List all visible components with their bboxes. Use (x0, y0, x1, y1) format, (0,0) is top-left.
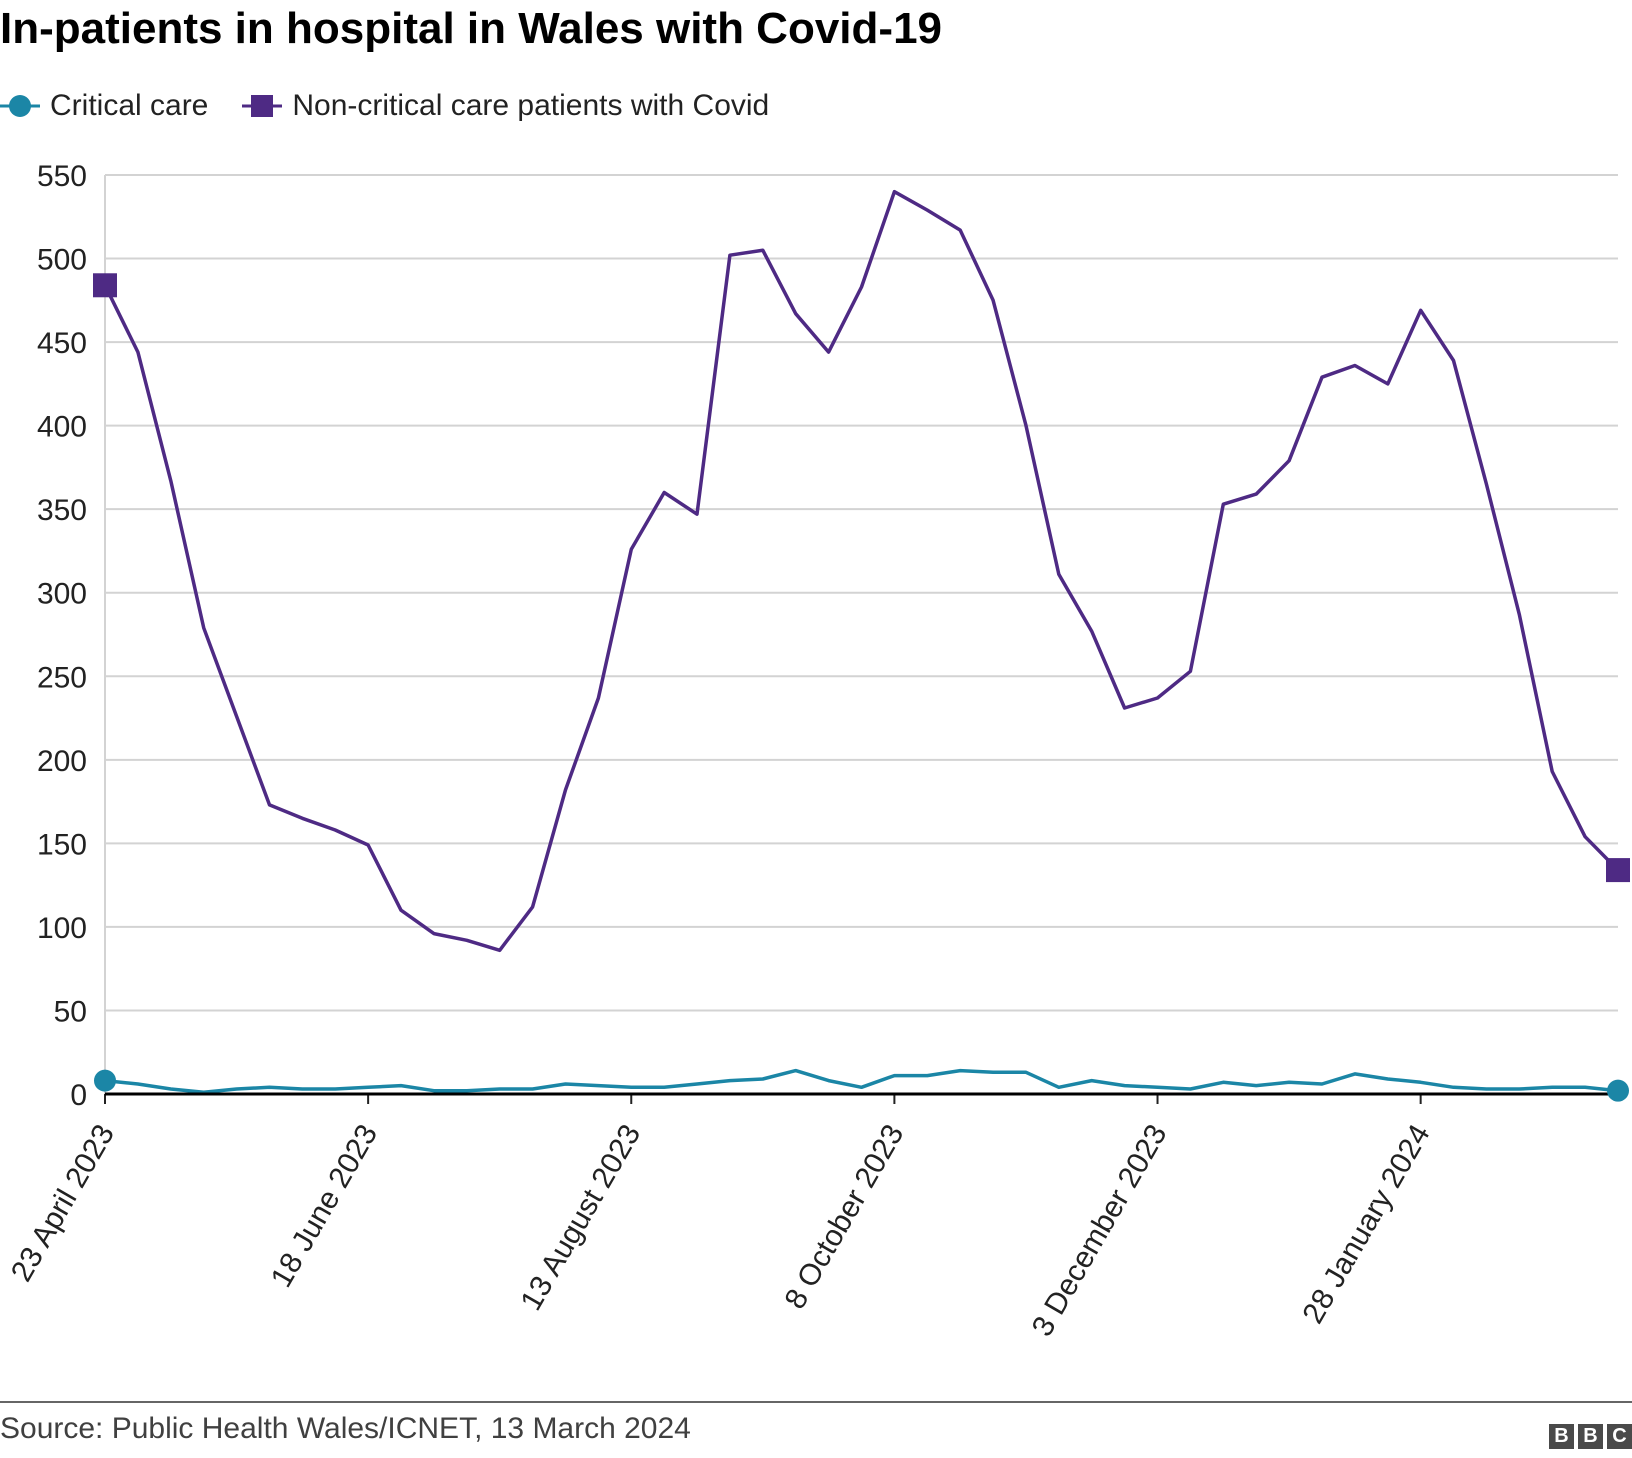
legend-label-critical-care: Critical care (50, 89, 209, 122)
y-tick-label: 50 (54, 995, 87, 1028)
logo-letter: B (1578, 1424, 1603, 1449)
y-tick-label: 300 (37, 578, 87, 611)
non-critical-care-endpoint-marker (1606, 858, 1630, 883)
y-tick-label: 200 (37, 745, 87, 778)
x-tick-label: 8 October 2023 (778, 1119, 910, 1315)
logo-letter: B (1549, 1424, 1574, 1449)
y-tick-label: 250 (37, 661, 87, 694)
legend-item-critical-care: Critical care (0, 89, 208, 123)
y-tick-label: 0 (70, 1079, 87, 1112)
x-tick-label: 13 August 2023 (514, 1119, 647, 1316)
y-tick-label: 550 (37, 160, 87, 193)
y-tick-label: 400 (37, 411, 87, 444)
circle-marker-icon (0, 95, 40, 117)
critical-care-endpoint-marker (94, 1069, 116, 1092)
y-tick-label: 350 (37, 494, 87, 527)
critical-care-line (103, 1068, 1620, 1095)
line-chart: 0 50 100 150 200 250 300 350 400 450 500 550 23 Apri… (5, 160, 1630, 1342)
y-tick-label: 100 (37, 912, 87, 945)
square-marker-icon (242, 95, 283, 117)
non-critical-care-endpoint-marker (93, 273, 117, 298)
legend-label-non-critical-care: Non-critical care patients with Covid (292, 89, 770, 122)
source-note: Source: Public Health Wales/ICNET, 13 Ma… (0, 1412, 691, 1445)
footer-divider (0, 1401, 1632, 1403)
bbc-logo: B B C (1545, 1424, 1632, 1449)
logo-letter: C (1607, 1424, 1632, 1449)
y-tick-label: 450 (37, 327, 87, 360)
x-tick-label: 28 January 2024 (1296, 1119, 1436, 1329)
y-tick-label: 500 (37, 244, 87, 277)
chart-legend: Critical care Non-critical care patients… (0, 86, 803, 126)
y-tick-label: 150 (37, 828, 87, 861)
x-tick-label: 23 April 2023 (5, 1119, 121, 1287)
x-tick-label: 3 December 2023 (1026, 1119, 1174, 1342)
x-tick-label: 18 June 2023 (265, 1119, 385, 1293)
chart-title: In-patients in hospital in Wales with Co… (0, 4, 943, 53)
critical-care-endpoint-marker (1607, 1079, 1629, 1102)
non-critical-care-line (103, 189, 1620, 953)
legend-item-non-critical-care: Non-critical care patients with Covid (242, 89, 769, 123)
